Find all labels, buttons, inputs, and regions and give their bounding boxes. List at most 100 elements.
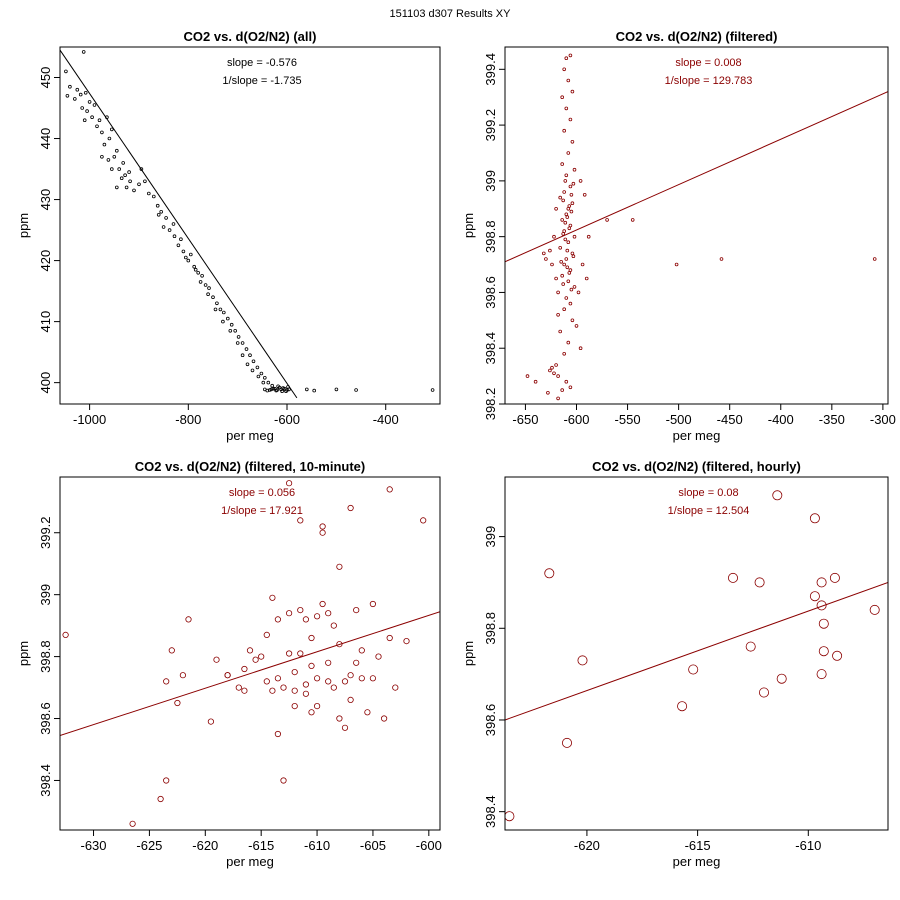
x-tick-label: -615 bbox=[248, 838, 274, 853]
data-point bbox=[578, 179, 583, 183]
y-axis-label: ppm bbox=[461, 641, 476, 666]
data-point bbox=[252, 656, 259, 663]
data-point bbox=[167, 228, 172, 232]
data-point bbox=[570, 89, 575, 94]
inverse-slope-annotation: 1/slope = 12.504 bbox=[668, 505, 750, 517]
y-tick-label: 410 bbox=[38, 311, 53, 333]
data-point bbox=[164, 216, 168, 220]
x-tick-label: -400 bbox=[373, 412, 399, 427]
data-point bbox=[564, 379, 569, 384]
data-point bbox=[83, 91, 88, 95]
data-points bbox=[525, 53, 877, 401]
data-point bbox=[558, 195, 562, 200]
data-point bbox=[341, 678, 349, 685]
y-tick-label: 399 bbox=[483, 170, 498, 192]
data-point bbox=[308, 634, 315, 642]
chart-title: CO2 vs. d(O2/N2) (all) bbox=[184, 29, 317, 44]
data-point bbox=[110, 167, 114, 171]
data-point bbox=[386, 486, 393, 493]
regression-line bbox=[505, 91, 888, 263]
y-tick-label: 398.6 bbox=[38, 702, 53, 735]
data-point bbox=[566, 279, 571, 284]
data-point bbox=[228, 328, 233, 333]
data-point bbox=[308, 709, 315, 716]
data-point bbox=[561, 282, 565, 286]
data-point bbox=[302, 681, 309, 688]
data-point bbox=[211, 295, 215, 300]
data-point bbox=[568, 385, 573, 390]
data-point bbox=[347, 672, 354, 679]
data-point bbox=[229, 322, 234, 327]
data-point bbox=[213, 307, 218, 312]
data-point bbox=[297, 517, 304, 524]
x-tick-label: -800 bbox=[175, 412, 201, 427]
data-point bbox=[569, 209, 574, 214]
x-axis-label: per meg bbox=[673, 428, 721, 443]
x-axis-label: per meg bbox=[673, 854, 721, 869]
data-point bbox=[674, 262, 679, 267]
data-point bbox=[132, 188, 136, 193]
data-point bbox=[586, 234, 591, 239]
data-point bbox=[152, 194, 156, 199]
data-point bbox=[567, 271, 572, 275]
data-point bbox=[82, 118, 87, 122]
data-point bbox=[325, 659, 332, 666]
data-point bbox=[556, 312, 560, 317]
data-point bbox=[570, 140, 575, 144]
data-point bbox=[569, 287, 574, 292]
data-point bbox=[284, 389, 288, 394]
data-point bbox=[226, 316, 230, 321]
data-point bbox=[552, 371, 556, 376]
data-point bbox=[759, 687, 770, 698]
chart-panel-1: CO2 vs. d(O2/N2) (all) slope = -0.576 1/sl… bbox=[16, 29, 441, 443]
data-point bbox=[578, 346, 583, 351]
data-point bbox=[119, 176, 124, 181]
data-point bbox=[754, 577, 765, 588]
data-point bbox=[81, 50, 86, 54]
data-point bbox=[235, 684, 242, 691]
plot-frame bbox=[59, 46, 441, 405]
plot-frame bbox=[504, 46, 889, 405]
data-point bbox=[285, 480, 293, 487]
data-point bbox=[179, 237, 183, 242]
x-tick-label: -600 bbox=[563, 412, 589, 427]
data-point bbox=[297, 650, 304, 657]
data-point bbox=[559, 259, 563, 264]
data-point bbox=[375, 653, 382, 660]
data-point bbox=[334, 387, 339, 392]
data-point bbox=[319, 600, 326, 608]
data-point bbox=[574, 324, 579, 328]
data-point bbox=[816, 577, 827, 588]
data-point bbox=[274, 730, 281, 738]
data-point bbox=[525, 374, 530, 378]
data-point bbox=[558, 329, 562, 334]
data-point bbox=[62, 631, 69, 639]
data-point bbox=[548, 368, 552, 373]
data-point bbox=[172, 234, 177, 239]
x-tick-label: -400 bbox=[768, 412, 794, 427]
data-point bbox=[271, 386, 276, 391]
data-point bbox=[121, 161, 125, 165]
data-point bbox=[505, 811, 515, 822]
data-point bbox=[544, 257, 548, 261]
data-point bbox=[107, 136, 112, 141]
data-point bbox=[313, 702, 321, 710]
data-point bbox=[556, 290, 560, 295]
inverse-slope-annotation: 1/slope = -1.735 bbox=[222, 75, 301, 87]
data-point bbox=[221, 319, 225, 324]
slope-annotation: slope = -0.576 bbox=[227, 57, 297, 69]
data-point bbox=[276, 384, 280, 389]
data-point bbox=[565, 248, 570, 253]
chart-panel-3: CO2 vs. d(O2/N2) (filtered, 10-minute) sl… bbox=[16, 459, 442, 869]
data-point bbox=[248, 353, 252, 358]
data-point bbox=[233, 328, 238, 333]
data-point bbox=[185, 616, 192, 623]
data-point bbox=[269, 687, 276, 694]
data-point bbox=[110, 127, 114, 132]
x-tick-label: -620 bbox=[574, 838, 600, 853]
data-point bbox=[115, 185, 119, 190]
data-point bbox=[263, 631, 270, 639]
data-point bbox=[117, 167, 121, 171]
data-point bbox=[171, 222, 176, 226]
data-point bbox=[403, 637, 410, 645]
